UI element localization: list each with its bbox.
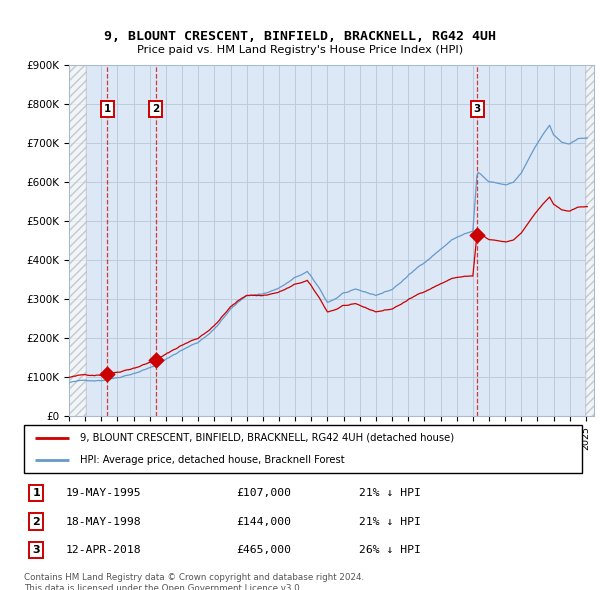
Text: 9, BLOUNT CRESCENT, BINFIELD, BRACKNELL, RG42 4UH: 9, BLOUNT CRESCENT, BINFIELD, BRACKNELL,…	[104, 30, 496, 43]
Text: 19-MAY-1995: 19-MAY-1995	[66, 488, 142, 498]
Point	[103, 369, 112, 379]
Text: 2: 2	[152, 104, 160, 114]
Point	[472, 230, 482, 240]
Text: 1: 1	[104, 104, 111, 114]
Text: £465,000: £465,000	[236, 545, 291, 555]
Bar	[584, 65, 594, 416]
Text: 12-APR-2018: 12-APR-2018	[66, 545, 142, 555]
Text: 21% ↓ HPI: 21% ↓ HPI	[359, 488, 421, 498]
Text: £144,000: £144,000	[236, 517, 291, 526]
Point	[151, 355, 161, 365]
Text: Price paid vs. HM Land Registry's House Price Index (HPI): Price paid vs. HM Land Registry's House …	[137, 45, 463, 55]
Text: HPI: Average price, detached house, Bracknell Forest: HPI: Average price, detached house, Brac…	[80, 455, 344, 465]
Text: £107,000: £107,000	[236, 488, 291, 498]
Text: 26% ↓ HPI: 26% ↓ HPI	[359, 545, 421, 555]
Text: 18-MAY-1998: 18-MAY-1998	[66, 517, 142, 526]
Text: Contains HM Land Registry data © Crown copyright and database right 2024.
This d: Contains HM Land Registry data © Crown c…	[24, 573, 364, 590]
Text: 3: 3	[32, 545, 40, 555]
FancyBboxPatch shape	[24, 425, 582, 473]
Text: 21% ↓ HPI: 21% ↓ HPI	[359, 517, 421, 526]
Text: 3: 3	[473, 104, 481, 114]
Bar	[69, 65, 86, 416]
Text: 2: 2	[32, 517, 40, 526]
Text: 1: 1	[32, 488, 40, 498]
Text: 9, BLOUNT CRESCENT, BINFIELD, BRACKNELL, RG42 4UH (detached house): 9, BLOUNT CRESCENT, BINFIELD, BRACKNELL,…	[80, 433, 454, 443]
